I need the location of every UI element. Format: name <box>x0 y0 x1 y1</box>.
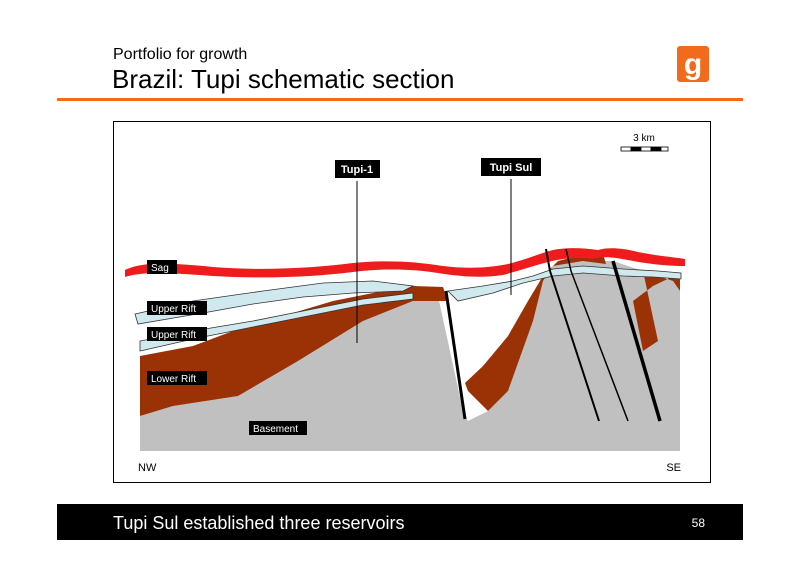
sag-label-box <box>147 260 177 274</box>
page-title: Brazil: Tupi schematic section <box>112 64 455 94</box>
header-rule <box>57 98 743 101</box>
fault-4 <box>565 248 572 272</box>
bg-logo-icon: g <box>677 46 709 82</box>
scale-label: 3 km <box>633 133 655 144</box>
basement-label: Basement <box>253 424 298 435</box>
footer-bar: Tupi Sul established three reservoirs 58 <box>57 504 743 540</box>
upper-rift-1-box <box>147 301 207 315</box>
basement-box <box>249 421 307 435</box>
logo-letter: g <box>684 48 702 81</box>
well-tupi-sul-box <box>481 158 541 176</box>
lower-rift-layer <box>140 286 448 416</box>
page-number: 58 <box>691 516 705 530</box>
sag-label: Sag <box>151 263 169 274</box>
fault-3 <box>549 270 600 422</box>
well-tupi-1-box <box>335 160 380 178</box>
sag-layer <box>125 248 685 278</box>
upper-rift-2-label: Upper Rift <box>151 330 196 341</box>
lower-rift-box <box>147 371 207 385</box>
lower-rift-right <box>465 254 606 411</box>
well-tupi-sul-label: Tupi Sul <box>490 162 533 174</box>
lower-rift-far-right <box>633 271 680 351</box>
fault-2 <box>545 248 551 272</box>
well-tupi-1-label: Tupi-1 <box>341 164 373 176</box>
upper-rift-1-label: Upper Rift <box>151 304 196 315</box>
upper-rift-2-box <box>147 327 207 341</box>
upper-rift-band-3 <box>447 265 682 302</box>
footer-caption: Tupi Sul established three reservoirs <box>113 513 405 533</box>
lower-rift-label: Lower Rift <box>151 374 196 385</box>
orientation-nw: NW <box>138 462 157 474</box>
page-subtitle: Portfolio for growth <box>113 46 248 63</box>
fault-1 <box>444 290 467 420</box>
fault-5 <box>570 270 629 422</box>
orientation-se: SE <box>666 462 681 474</box>
tupi-schematic-section: Tupi-1 Tupi Sul 3 km Sag Upper Rift Uppe… <box>125 133 685 474</box>
basement-layer <box>140 261 680 451</box>
scale-bar <box>620 146 669 152</box>
fault-6 <box>611 260 662 422</box>
